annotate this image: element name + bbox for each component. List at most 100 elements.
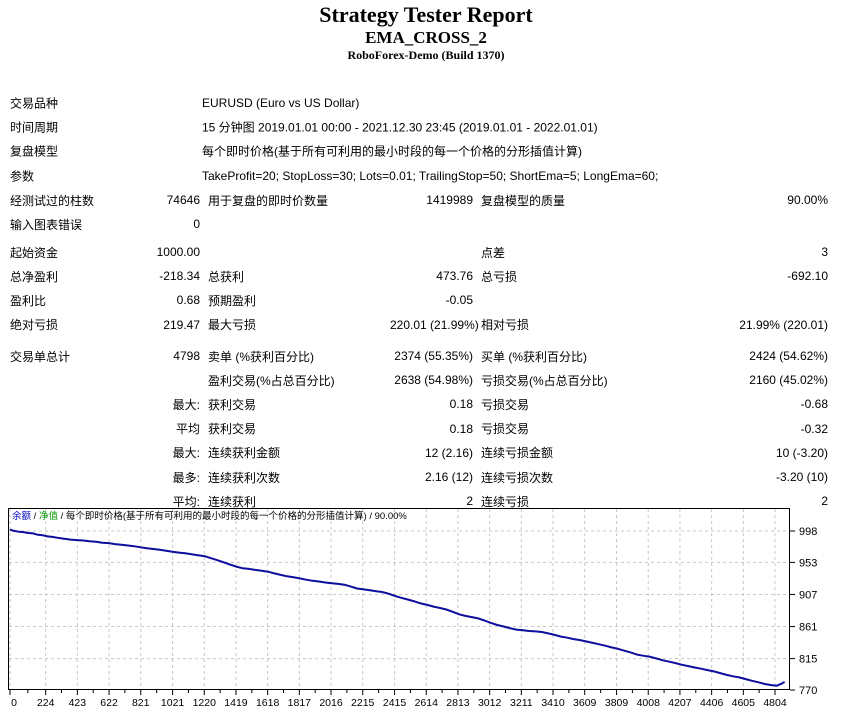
stat-value: -0.32: [800, 421, 828, 436]
x-axis-label: 3012: [478, 697, 502, 709]
x-axis-label: 1021: [161, 697, 185, 709]
stat-label: 买单 (%获利百分比): [481, 349, 587, 364]
stat-label: 连续获利: [208, 494, 257, 509]
table-row: 最多: 连续获利次数 2.16 (12) 连续亏损次数 -3.20 (10): [10, 465, 828, 489]
stat-value: 3: [821, 245, 828, 260]
stat-value: 1419989: [426, 193, 473, 208]
y-axis-label: 907: [799, 589, 817, 601]
y-axis-label: 770: [799, 685, 817, 697]
stat-value: 10 (-3.20): [775, 445, 828, 460]
info-value: 每个即时价格(基于所有可利用的最小时段的每一个价格的分形插值计算): [202, 144, 582, 159]
x-axis-label: 3809: [605, 697, 629, 709]
stat-label: 连续获利次数: [208, 470, 281, 485]
x-axis-label: 2415: [383, 697, 407, 709]
x-axis-label: 2813: [446, 697, 470, 709]
y-axis-label: 953: [799, 557, 817, 569]
stat-value: -218.34: [159, 269, 200, 284]
stat-label: 亏损交易: [481, 422, 530, 437]
balance-line: [9, 528, 786, 687]
x-axis-label: 4008: [637, 697, 661, 709]
stat-value: -3.20 (10): [775, 470, 828, 485]
stat-value: 74646: [166, 193, 200, 208]
info-value: 15 分钟图 2019.01.01 00:00 - 2021.12.30 23:…: [202, 120, 598, 135]
x-axis-label: 1419: [224, 697, 248, 709]
stat-value: 0.18: [449, 421, 473, 436]
y-axis-label: 861: [799, 622, 817, 634]
x-axis-label: 1817: [288, 697, 312, 709]
stat-label: 连续亏损: [481, 494, 530, 509]
info-label: 时间周期: [10, 120, 59, 135]
stat-value: 平均: [175, 422, 200, 437]
stat-value: 最大:: [172, 446, 200, 461]
stat-label: 相对亏损: [481, 318, 530, 333]
table-row: 最大: 连续获利金额 12 (2.16) 连续亏损金额 10 (-3.20): [10, 441, 828, 465]
stat-value: 21.99% (220.01): [739, 317, 828, 332]
stat-value: 0: [193, 217, 200, 232]
stat-value: 0.68: [176, 293, 200, 308]
stat-label: 输入图表错误: [10, 217, 83, 232]
table-row: 总净盈利 -218.34 总获利 473.76 总亏损 -692.10: [10, 264, 828, 288]
stat-label: 起始资金: [10, 245, 59, 260]
stat-value: 1000.00: [156, 245, 200, 260]
stat-label: 复盘模型的质量: [481, 193, 566, 208]
plot-border: [8, 508, 790, 690]
stat-label: 亏损交易: [481, 397, 530, 412]
stat-value: 4798: [173, 349, 200, 364]
stat-value: 最多:: [172, 470, 200, 485]
table-row: 绝对亏损 219.47 最大亏损 220.01 (21.99%) 相对亏损 21.99% …: [10, 313, 828, 337]
stat-label: 经测试过的柱数: [10, 193, 95, 208]
table-row: 起始资金 1000.00 点差 3: [10, 240, 828, 264]
stat-value: 2: [821, 494, 828, 509]
stat-value: 473.76: [436, 269, 473, 284]
x-axis-label: 2016: [319, 697, 343, 709]
stat-value: 最大:: [172, 397, 200, 412]
stat-value: 2160 (45.02%): [749, 373, 828, 388]
info-value: TakeProfit=20; StopLoss=30; Lots=0.01; T…: [202, 168, 659, 183]
stat-value: 219.47: [163, 317, 200, 332]
table-row: 盈利比 0.68 预期盈利 -0.05: [10, 288, 828, 312]
x-axis-label: 2215: [351, 697, 375, 709]
stat-value: 2: [466, 494, 473, 509]
x-axis-label: 821: [132, 697, 150, 709]
stat-label: 卖单 (%获利百分比): [208, 349, 314, 364]
x-axis-label: 4207: [668, 697, 692, 709]
stat-label: 预期盈利: [208, 293, 257, 308]
stat-label: 总亏损: [481, 269, 518, 284]
stat-value: -0.68: [800, 397, 828, 412]
stat-value: 2638 (54.98%): [394, 373, 473, 388]
x-axis-label: 2614: [415, 697, 439, 709]
stat-value: 2.16 (12): [424, 470, 473, 485]
balance-chart: 0 224 423 622 821 1021 1220 1419 1618 1817 2016 221…: [8, 508, 852, 713]
stat-label: 点差: [481, 245, 506, 260]
stat-label: 连续亏损次数: [481, 470, 554, 485]
stat-value: -692.10: [787, 269, 828, 284]
y-axis-label: 998: [799, 526, 817, 538]
x-axis-label: 1220: [193, 697, 217, 709]
stat-label: 亏损交易(%占总百分比): [481, 373, 608, 388]
ea-name: EMA_CROSS_2: [365, 28, 487, 47]
stat-value: 90.00%: [787, 193, 828, 208]
stat-label: 总获利: [208, 269, 245, 284]
x-axis-label: 4605: [732, 697, 756, 709]
stat-label: 总净盈利: [10, 269, 59, 284]
info-label: 复盘模型: [10, 144, 59, 159]
table-row: 输入图表错误 0: [10, 212, 828, 236]
table-row: 平均: 连续获利 2 连续亏损 2: [10, 489, 828, 513]
stat-value: 0.18: [449, 397, 473, 412]
info-row: 时间周期 15 分钟图 2019.01.01 00:00 - 2021.12.30…: [10, 115, 828, 139]
table-row: 平均 获利交易 0.18 亏损交易 -0.32: [10, 417, 828, 441]
x-axis-label: 1618: [256, 697, 280, 709]
x-axis-label: 224: [37, 697, 55, 709]
x-axis-label: 0: [11, 697, 17, 709]
x-axis-label: 4406: [700, 697, 724, 709]
stat-value: 12 (2.16): [424, 445, 473, 460]
x-axis-label: 4804: [763, 697, 787, 709]
stat-label: 绝对亏损: [10, 318, 59, 333]
info-row: 参数 TakeProfit=20; StopLoss=30; Lots=0.01;…: [10, 164, 828, 188]
stat-label: 盈利交易(%占总百分比): [208, 373, 335, 388]
stat-value: 220.01 (21.99%): [390, 317, 479, 332]
info-row: 复盘模型 每个即时价格(基于所有可利用的最小时段的每一个价格的分形插值计算): [10, 139, 828, 163]
stat-value: 平均:: [172, 494, 200, 509]
report-title: Strategy Tester Report: [319, 2, 533, 27]
table-row: 盈利交易(%占总百分比) 2638 (54.98%) 亏损交易(%占总百分比) 216…: [10, 368, 828, 392]
